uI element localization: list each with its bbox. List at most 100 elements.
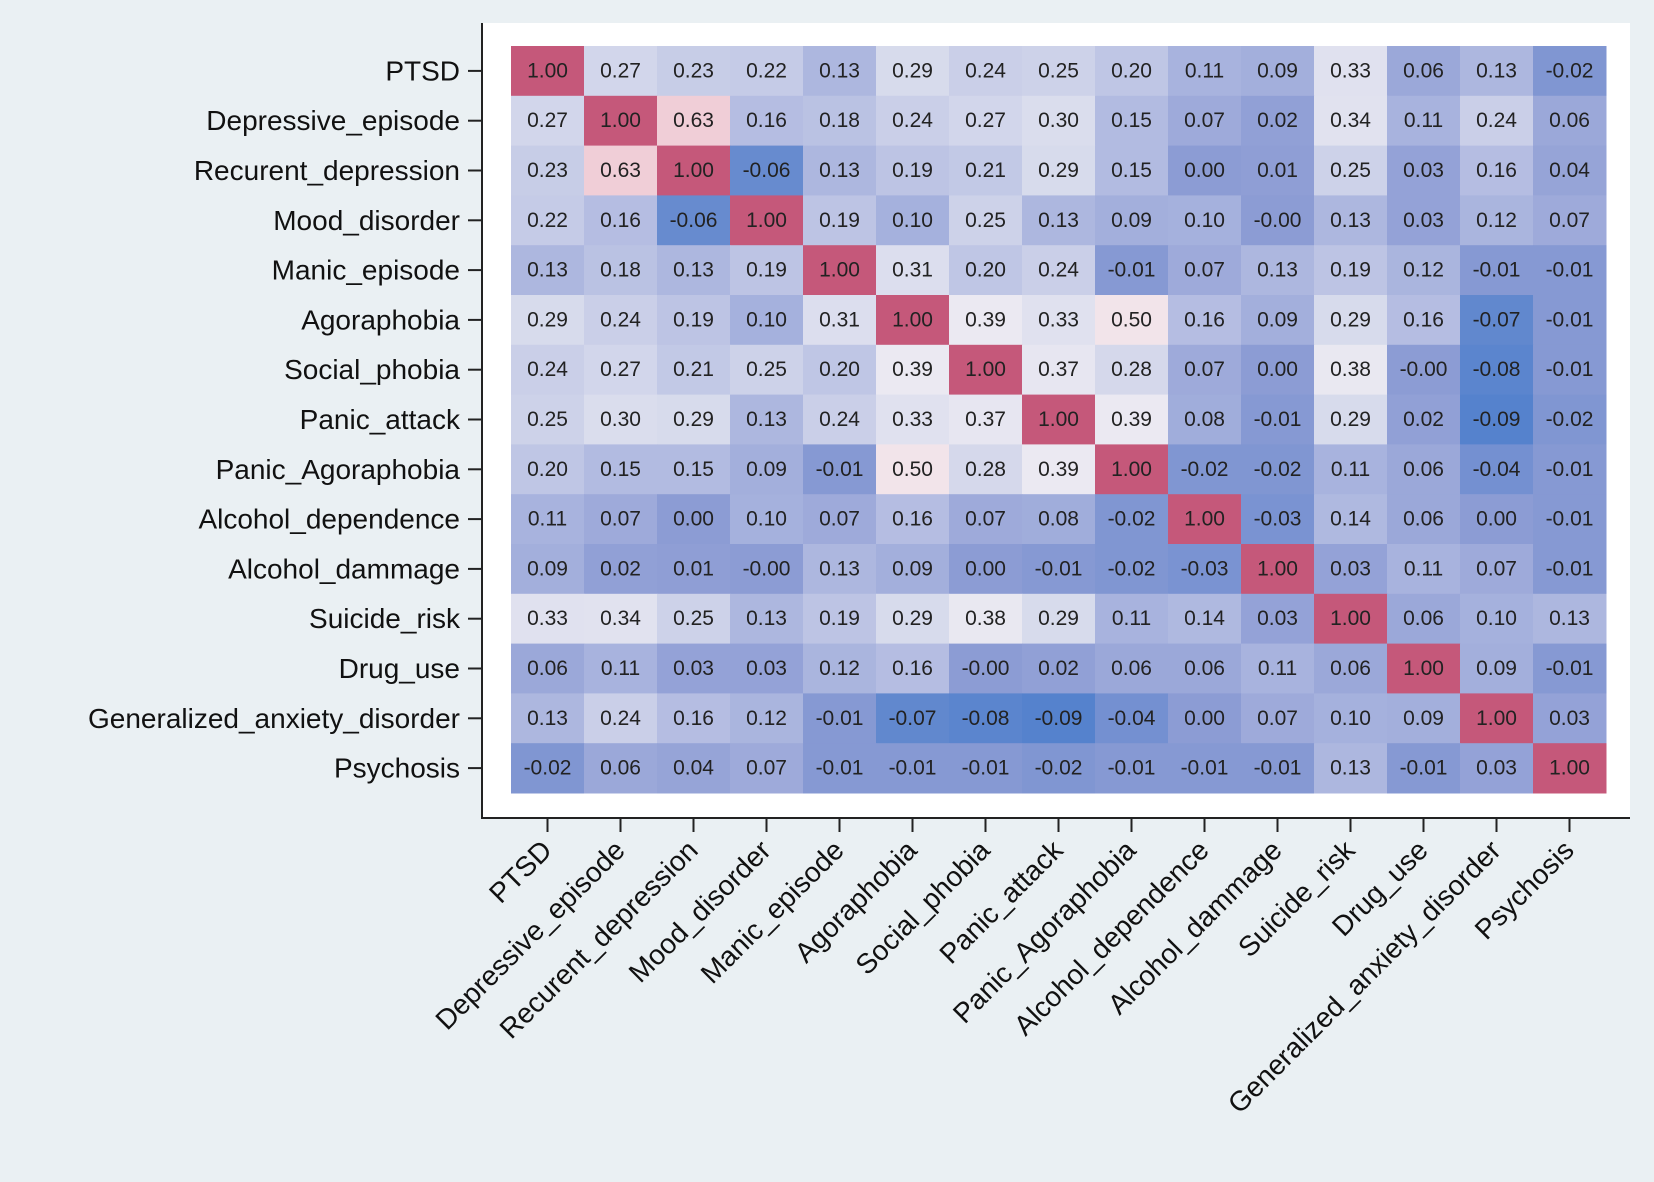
cell-value-label: 0.15 [1111,109,1152,132]
heatmap-cell: 0.13 [511,693,585,744]
cell-value-label: 0.13 [1330,209,1371,232]
cell-value-label: 0.20 [965,259,1006,282]
heatmap-cell: 0.29 [876,46,950,97]
cell-value-label: 0.03 [746,657,787,680]
cell-rect [584,494,658,545]
cell-value-label: 0.33 [1038,308,1079,331]
heatmap-cell: 0.23 [511,145,585,196]
cell-rect [584,444,658,495]
cell-rect [1168,245,1242,296]
cell-rect [876,444,950,495]
cell-rect [876,544,950,595]
cell-value-label: 1.00 [1257,557,1298,580]
heatmap-cell: 0.34 [584,593,658,645]
cell-rect [803,145,877,196]
cell-rect [1533,743,1607,794]
heatmap-cell: 0.37 [1022,344,1096,396]
cell-rect [584,593,658,645]
cell-rect [511,344,585,396]
cell-value-label: 0.19 [892,159,933,182]
cell-rect [1533,46,1607,97]
cell-rect [657,95,731,147]
y-tick-label: Alcohol_dammage [228,553,460,584]
cell-value-label: 0.29 [892,59,933,82]
cell-value-label: 0.09 [1403,707,1444,730]
cell-value-label: -0.07 [1473,308,1521,331]
heatmap-cell: 0.18 [584,245,658,296]
cell-value-label: 1.00 [1476,707,1517,730]
heatmap-cell: -0.02 [1533,394,1607,445]
heatmap-cell: 0.16 [730,95,804,147]
heatmap-cell: -0.06 [730,145,804,196]
cell-value-label: 0.06 [600,757,641,780]
cell-rect [803,46,877,97]
cell-value-label: 0.24 [819,408,860,431]
cell-value-label: 0.20 [1111,59,1152,82]
cell-value-label: -0.01 [1108,259,1156,282]
cell-value-label: -0.01 [816,757,864,780]
cell-value-label: 0.08 [1038,508,1079,531]
cell-rect [511,693,585,744]
cell-value-label: -0.01 [1546,259,1594,282]
heatmap-cell: -0.01 [1533,544,1607,595]
cell-rect [657,593,731,645]
y-tick-label: Psychosis [334,753,460,784]
heatmap-cell: -0.02 [511,743,585,794]
heatmap-cell: 0.08 [1022,494,1096,545]
heatmap-cell: 0.02 [1387,394,1461,445]
cell-value-label: -0.08 [1473,358,1521,381]
heatmap-cell: 0.19 [730,245,804,296]
cell-rect [584,693,658,744]
cell-value-label: 1.00 [527,59,568,82]
cell-value-label: -0.01 [1546,458,1594,481]
heatmap-cell: 0.24 [584,693,658,744]
cell-rect [1168,693,1242,744]
heatmap-cell: 1.00 [949,344,1023,396]
cell-value-label: 0.06 [1403,458,1444,481]
cell-rect [1387,95,1461,147]
cell-value-label: 0.07 [1184,109,1225,132]
cell-value-label: 0.39 [1038,458,1079,481]
cell-value-label: 0.38 [1330,358,1371,381]
cell-rect [1168,145,1242,196]
heatmap-cell: 0.25 [730,344,804,396]
cell-value-label: 0.09 [1476,657,1517,680]
cell-value-label: -0.04 [1108,707,1156,730]
cell-value-label: 0.10 [746,508,787,531]
heatmap-cell: -0.02 [1241,444,1315,495]
heatmap-cell: 0.27 [949,95,1023,147]
cell-rect [949,544,1023,595]
cell-rect [1533,344,1607,396]
cell-value-label: 0.10 [1184,209,1225,232]
cell-value-label: 0.06 [1330,657,1371,680]
cell-rect [1095,344,1169,396]
heatmap-cell: 1.00 [657,145,731,196]
cell-rect [1241,245,1315,296]
cell-value-label: 0.10 [892,209,933,232]
cell-rect [511,195,585,246]
cell-rect [949,95,1023,147]
cell-rect [1460,145,1534,196]
cell-value-label: -0.01 [816,707,864,730]
cell-value-label: 0.09 [527,557,568,580]
heatmap-cell: 0.03 [1314,544,1388,595]
cell-value-label: -0.02 [1546,59,1594,82]
cell-rect [1387,643,1461,694]
cell-rect [1314,195,1388,246]
cell-value-label: 0.13 [527,707,568,730]
cell-value-label: 1.00 [1038,408,1079,431]
heatmap-cell: 0.16 [584,195,658,246]
cell-value-label: -0.01 [1400,757,1448,780]
heatmap-cell: 0.15 [657,444,731,495]
heatmap-cell: 0.03 [730,643,804,694]
cell-rect [1241,643,1315,694]
heatmap-cell: 1.00 [1533,743,1607,794]
cell-rect [803,643,877,694]
cell-value-label: 0.25 [965,209,1006,232]
cell-rect [803,394,877,445]
cell-value-label: 0.24 [892,109,933,132]
heatmap-cell: -0.01 [1533,295,1607,346]
heatmap-cell: 0.21 [657,344,731,396]
cell-value-label: 0.00 [965,557,1006,580]
heatmap-cell: -0.01 [1387,743,1461,794]
